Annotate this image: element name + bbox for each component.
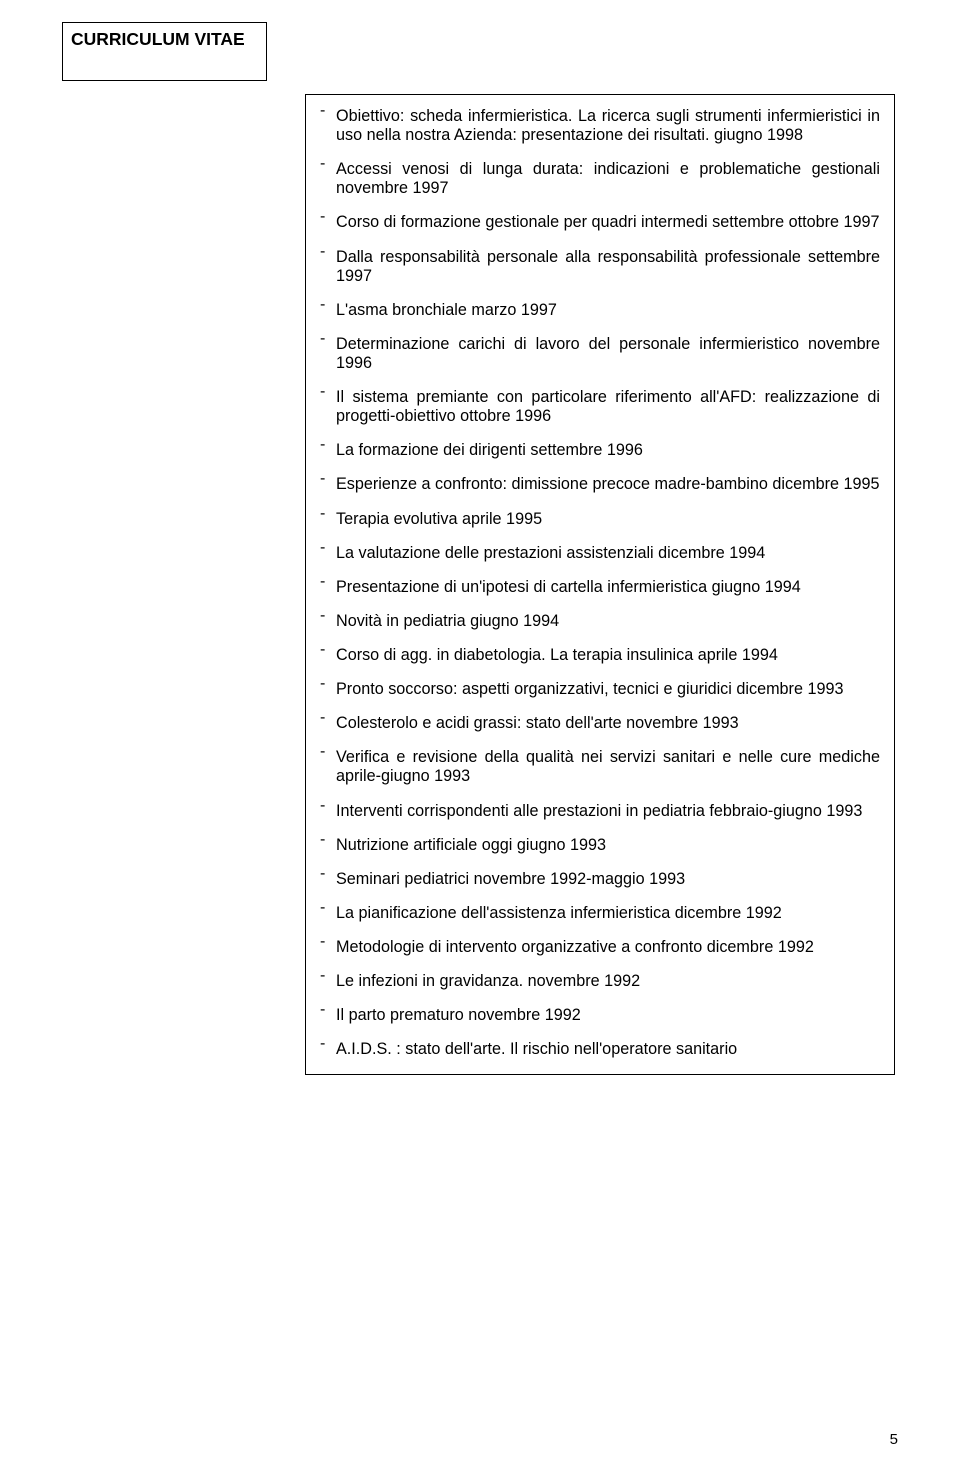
page-number: 5	[890, 1431, 898, 1448]
document-title: CURRICULUM VITAE	[71, 29, 245, 49]
list-item: Novità in pediatria giugno 1994	[320, 612, 880, 631]
list-item: Esperienze a confronto: dimissione preco…	[320, 475, 880, 494]
list-item: Nutrizione artificiale oggi giugno 1993	[320, 836, 880, 855]
list-item: Presentazione di un'ipotesi di cartella …	[320, 578, 880, 597]
list-item: Seminari pediatrici novembre 1992-maggio…	[320, 870, 880, 889]
list-item: L'asma bronchiale marzo 1997	[320, 301, 880, 320]
list-item: Dalla responsabilità personale alla resp…	[320, 248, 880, 286]
list-item: Interventi corrispondenti alle prestazio…	[320, 802, 880, 821]
list-item: Colesterolo e acidi grassi: stato dell'a…	[320, 714, 880, 733]
page: CURRICULUM VITAE Obiettivo: scheda infer…	[0, 0, 960, 1458]
list-item: La formazione dei dirigenti settembre 19…	[320, 441, 880, 460]
item-list: Obiettivo: scheda infermieristica. La ri…	[320, 107, 880, 1059]
list-item: Corso di agg. in diabetologia. La terapi…	[320, 646, 880, 665]
list-item: Determinazione carichi di lavoro del per…	[320, 335, 880, 373]
list-item: Il sistema premiante con particolare rif…	[320, 388, 880, 426]
list-item: Pronto soccorso: aspetti organizzativi, …	[320, 680, 880, 699]
list-item: La pianificazione dell'assistenza inferm…	[320, 904, 880, 923]
list-item: Verifica e revisione della qualità nei s…	[320, 748, 880, 786]
title-box: CURRICULUM VITAE	[62, 22, 267, 81]
list-item: La valutazione delle prestazioni assiste…	[320, 544, 880, 563]
list-item: Le infezioni in gravidanza. novembre 199…	[320, 972, 880, 991]
list-item: Il parto prematuro novembre 1992	[320, 1006, 880, 1025]
list-item: Obiettivo: scheda infermieristica. La ri…	[320, 107, 880, 145]
list-item: Corso di formazione gestionale per quadr…	[320, 213, 880, 232]
list-item: Terapia evolutiva aprile 1995	[320, 510, 880, 529]
list-item: Metodologie di intervento organizzative …	[320, 938, 880, 957]
list-item: A.I.D.S. : stato dell'arte. Il rischio n…	[320, 1040, 880, 1059]
list-item: Accessi venosi di lunga durata: indicazi…	[320, 160, 880, 198]
content-box: Obiettivo: scheda infermieristica. La ri…	[305, 94, 895, 1075]
